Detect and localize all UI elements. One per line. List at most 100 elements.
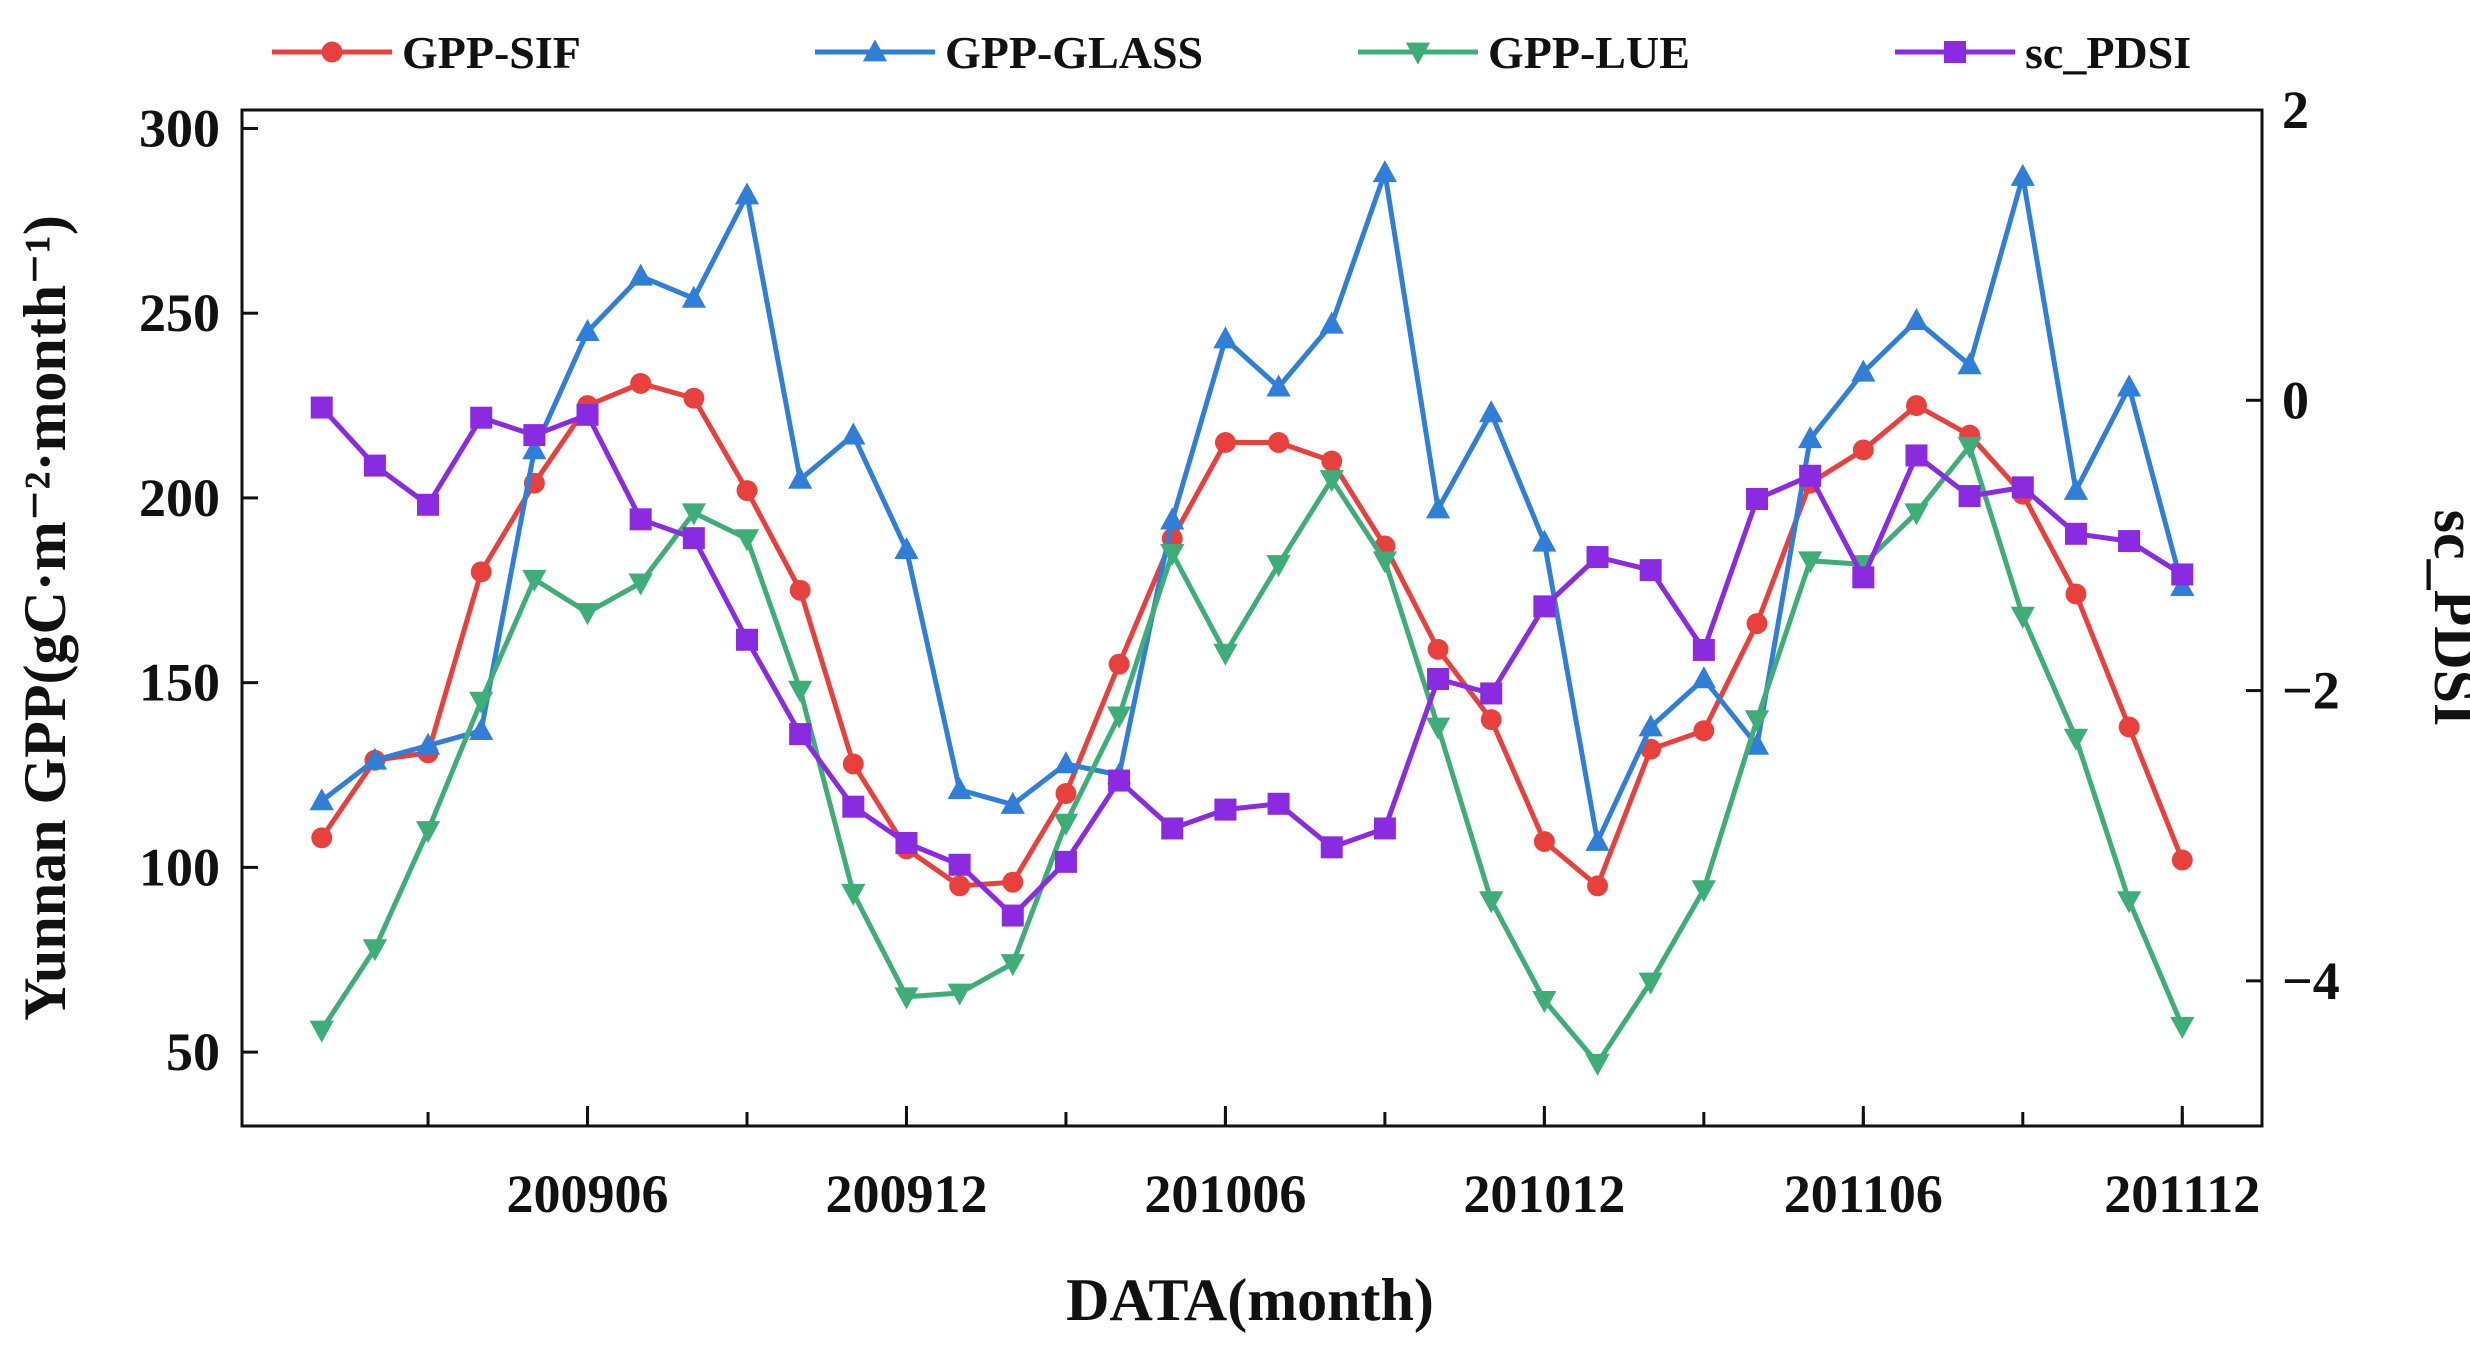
left-y-tick-label: 200 bbox=[139, 468, 220, 528]
series-sc-pdsi bbox=[310, 396, 2194, 927]
data-point-sc-pdsi bbox=[576, 403, 599, 426]
data-point-gpp-glass bbox=[1744, 732, 1770, 755]
left-y-tick-label: 100 bbox=[139, 837, 220, 897]
data-point-gpp-lue bbox=[1904, 503, 1929, 526]
data-point-gpp-lue bbox=[575, 603, 600, 626]
data-point-gpp-sif bbox=[311, 827, 333, 849]
legend-item-gpp-lue: GPP-LUE bbox=[1358, 27, 1690, 78]
data-point-gpp-lue bbox=[1744, 710, 1770, 733]
legend-item-sc-pdsi: sc_PDSI bbox=[1895, 27, 2191, 78]
data-point-sc-pdsi bbox=[417, 493, 440, 516]
data-point-gpp-lue bbox=[415, 821, 441, 844]
data-point-gpp-sif bbox=[736, 480, 758, 501]
x-tick-label: 200906 bbox=[507, 1164, 669, 1224]
data-point-gpp-lue bbox=[2170, 1016, 2195, 1039]
data-point-gpp-lue bbox=[1638, 972, 1663, 995]
data-point-gpp-glass bbox=[1479, 400, 1504, 423]
left-y-axis-title: Yunnan GPP(gC·m⁻²·month⁻¹) bbox=[12, 215, 78, 1021]
data-point-gpp-glass bbox=[1160, 507, 1185, 530]
left-y-tick-label: 250 bbox=[139, 283, 220, 343]
right-y-tick-label: −2 bbox=[2282, 661, 2340, 721]
data-point-sc-pdsi bbox=[1692, 638, 1715, 661]
data-point-gpp-sif bbox=[1055, 783, 1077, 804]
data-point-gpp-sif bbox=[1321, 450, 1343, 472]
data-point-gpp-lue bbox=[309, 1020, 334, 1043]
data-point-gpp-lue bbox=[1053, 813, 1079, 836]
data-point-sc-pdsi bbox=[1799, 464, 1822, 487]
data-point-sc-pdsi bbox=[1958, 485, 1981, 508]
data-point-gpp-glass bbox=[734, 182, 760, 205]
data-point-gpp-glass bbox=[522, 437, 547, 460]
right-y-tick-label: −4 bbox=[2282, 951, 2340, 1011]
data-point-gpp-glass bbox=[1691, 666, 1716, 689]
data-point-gpp-lue bbox=[522, 569, 547, 592]
legend-label: GPP-GLASS bbox=[945, 27, 1203, 78]
series-line-sc-pdsi bbox=[319, 405, 2184, 918]
data-point-gpp-sif bbox=[683, 387, 705, 409]
data-point-gpp-lue bbox=[1000, 954, 1025, 977]
data-point-gpp-lue bbox=[788, 680, 813, 703]
data-point-sc-pdsi bbox=[2118, 530, 2141, 553]
data-point-gpp-lue bbox=[2063, 728, 2089, 751]
legend-swatch-marker bbox=[1405, 42, 1431, 65]
data-point-gpp-glass bbox=[788, 466, 813, 489]
data-point-gpp-lue bbox=[1957, 436, 1982, 459]
data-point-sc-pdsi bbox=[1108, 769, 1131, 792]
series-layer bbox=[309, 160, 2195, 1076]
data-point-gpp-lue bbox=[1585, 1053, 1610, 1076]
data-point-sc-pdsi bbox=[1161, 817, 1184, 840]
data-point-sc-pdsi bbox=[1320, 836, 1343, 859]
data-point-gpp-lue bbox=[469, 691, 494, 714]
data-point-gpp-sif bbox=[1852, 439, 1874, 461]
data-point-gpp-sif bbox=[1108, 653, 1130, 675]
data-point-sc-pdsi bbox=[310, 396, 333, 419]
data-point-gpp-glass bbox=[1213, 326, 1238, 349]
data-point-gpp-glass bbox=[1372, 160, 1397, 183]
data-point-gpp-sif bbox=[2065, 583, 2087, 605]
data-point-sc-pdsi bbox=[1533, 595, 1556, 618]
data-point-sc-pdsi bbox=[736, 628, 758, 651]
data-point-gpp-lue bbox=[1160, 543, 1185, 566]
data-point-gpp-lue bbox=[1266, 555, 1291, 578]
data-point-gpp-sif bbox=[2171, 849, 2193, 871]
data-point-gpp-lue bbox=[947, 983, 972, 1006]
data-point-gpp-sif bbox=[1480, 709, 1502, 731]
legend-item-gpp-sif: GPP-SIF bbox=[272, 27, 581, 78]
data-point-sc-pdsi bbox=[1214, 798, 1237, 821]
data-point-sc-pdsi bbox=[948, 853, 971, 876]
series-line-gpp-glass bbox=[320, 170, 2185, 844]
data-point-gpp-glass bbox=[1585, 828, 1610, 851]
data-point-sc-pdsi bbox=[1852, 566, 1875, 589]
data-point-gpp-glass bbox=[1319, 311, 1344, 334]
data-point-gpp-lue bbox=[1691, 880, 1716, 903]
right-y-tick-label: 2 bbox=[2282, 80, 2309, 140]
data-point-gpp-sif bbox=[1533, 831, 1555, 852]
data-point-sc-pdsi bbox=[1267, 792, 1290, 815]
data-point-sc-pdsi bbox=[363, 454, 386, 477]
data-point-gpp-sif bbox=[789, 579, 811, 601]
x-tick-label: 200912 bbox=[825, 1164, 987, 1224]
right-y-tick-label: 0 bbox=[2282, 370, 2309, 430]
data-point-gpp-glass bbox=[309, 788, 334, 811]
data-point-gpp-sif bbox=[2118, 716, 2140, 738]
data-point-gpp-glass bbox=[362, 747, 387, 770]
data-point-gpp-glass bbox=[1425, 496, 1451, 519]
legend-item-gpp-glass: GPP-GLASS bbox=[815, 27, 1203, 78]
x-axis-title: DATA(month) bbox=[1066, 1267, 1434, 1333]
data-point-sc-pdsi bbox=[1746, 487, 1768, 510]
data-point-gpp-sif bbox=[630, 372, 652, 394]
data-point-sc-pdsi bbox=[1480, 682, 1503, 705]
series-gpp-glass bbox=[309, 160, 2195, 851]
data-point-gpp-lue bbox=[841, 883, 866, 906]
series-gpp-lue bbox=[309, 436, 2195, 1076]
data-point-gpp-glass bbox=[1266, 374, 1291, 397]
data-point-gpp-lue bbox=[1213, 643, 1238, 666]
data-point-gpp-glass bbox=[1904, 307, 1929, 330]
legend: GPP-SIF GPP-GLASS GPP-LUE sc_PDSI bbox=[272, 27, 2191, 78]
data-point-gpp-lue bbox=[1107, 706, 1132, 729]
x-tick-label: 201106 bbox=[1784, 1164, 1943, 1224]
data-point-gpp-glass bbox=[2010, 163, 2035, 186]
data-point-sc-pdsi bbox=[895, 831, 918, 854]
data-point-gpp-glass bbox=[894, 537, 919, 560]
